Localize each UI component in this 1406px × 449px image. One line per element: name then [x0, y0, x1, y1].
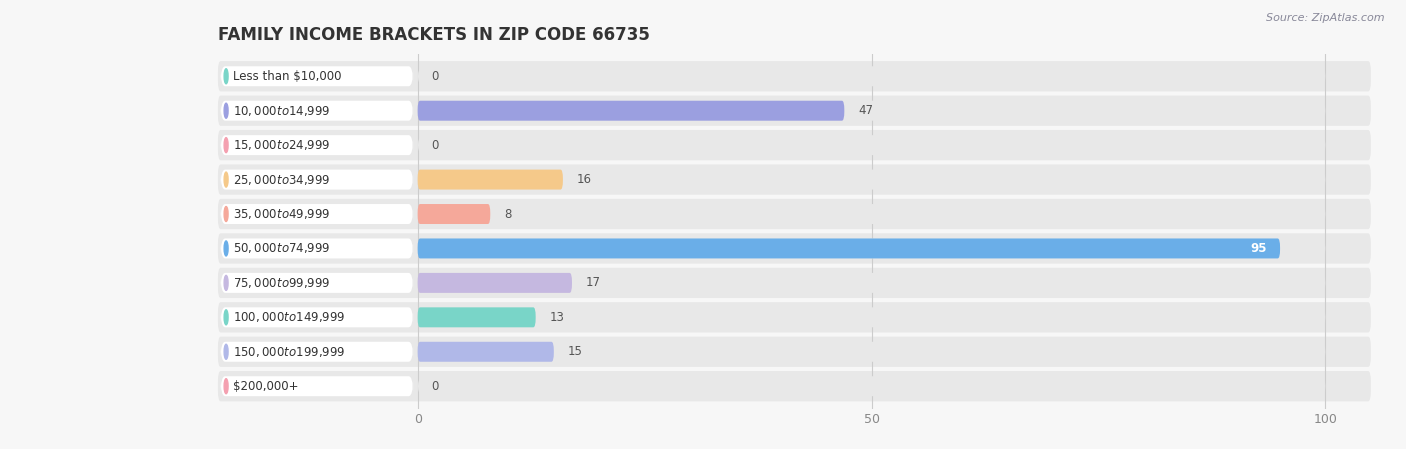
FancyBboxPatch shape [418, 273, 1326, 293]
FancyBboxPatch shape [218, 268, 1371, 298]
Text: $10,000 to $14,999: $10,000 to $14,999 [233, 104, 330, 118]
Circle shape [224, 275, 228, 291]
FancyBboxPatch shape [221, 204, 413, 224]
FancyBboxPatch shape [418, 66, 1326, 86]
Text: 17: 17 [585, 277, 600, 290]
Text: $100,000 to $149,999: $100,000 to $149,999 [233, 310, 346, 324]
Text: Source: ZipAtlas.com: Source: ZipAtlas.com [1267, 13, 1385, 23]
FancyBboxPatch shape [418, 238, 1279, 259]
FancyBboxPatch shape [221, 170, 413, 189]
FancyBboxPatch shape [418, 170, 562, 189]
FancyBboxPatch shape [221, 135, 413, 155]
FancyBboxPatch shape [218, 337, 1371, 367]
Circle shape [224, 69, 228, 84]
FancyBboxPatch shape [418, 170, 1326, 189]
Circle shape [224, 310, 228, 325]
Circle shape [224, 207, 228, 221]
FancyBboxPatch shape [418, 308, 1326, 327]
Text: 8: 8 [503, 207, 512, 220]
FancyBboxPatch shape [218, 130, 1371, 160]
FancyBboxPatch shape [221, 238, 413, 259]
Text: $35,000 to $49,999: $35,000 to $49,999 [233, 207, 330, 221]
FancyBboxPatch shape [418, 204, 491, 224]
Text: 0: 0 [432, 139, 439, 152]
Text: 0: 0 [432, 70, 439, 83]
Text: 95: 95 [1250, 242, 1267, 255]
Text: 0: 0 [432, 380, 439, 393]
Circle shape [224, 344, 228, 359]
Text: $25,000 to $34,999: $25,000 to $34,999 [233, 172, 330, 187]
FancyBboxPatch shape [218, 96, 1371, 126]
FancyBboxPatch shape [221, 273, 413, 293]
Text: Less than $10,000: Less than $10,000 [233, 70, 342, 83]
Text: $50,000 to $74,999: $50,000 to $74,999 [233, 242, 330, 255]
FancyBboxPatch shape [221, 66, 413, 86]
Text: 13: 13 [550, 311, 564, 324]
Circle shape [224, 172, 228, 187]
FancyBboxPatch shape [418, 101, 845, 121]
FancyBboxPatch shape [218, 164, 1371, 195]
Text: 16: 16 [576, 173, 592, 186]
FancyBboxPatch shape [418, 273, 572, 293]
FancyBboxPatch shape [218, 61, 1371, 92]
Text: FAMILY INCOME BRACKETS IN ZIP CODE 66735: FAMILY INCOME BRACKETS IN ZIP CODE 66735 [218, 26, 650, 44]
Circle shape [224, 103, 228, 118]
Text: 15: 15 [568, 345, 582, 358]
Text: $150,000 to $199,999: $150,000 to $199,999 [233, 345, 346, 359]
FancyBboxPatch shape [418, 204, 1326, 224]
FancyBboxPatch shape [418, 376, 1326, 396]
FancyBboxPatch shape [218, 302, 1371, 332]
Text: $75,000 to $99,999: $75,000 to $99,999 [233, 276, 330, 290]
Text: $200,000+: $200,000+ [233, 380, 299, 393]
FancyBboxPatch shape [218, 371, 1371, 401]
FancyBboxPatch shape [418, 342, 554, 362]
Text: 47: 47 [858, 104, 873, 117]
FancyBboxPatch shape [221, 342, 413, 362]
Text: $15,000 to $24,999: $15,000 to $24,999 [233, 138, 330, 152]
FancyBboxPatch shape [221, 101, 413, 121]
FancyBboxPatch shape [418, 238, 1326, 259]
FancyBboxPatch shape [418, 342, 1326, 362]
Circle shape [224, 241, 228, 256]
FancyBboxPatch shape [418, 135, 1326, 155]
FancyBboxPatch shape [218, 199, 1371, 229]
FancyBboxPatch shape [221, 308, 413, 327]
FancyBboxPatch shape [221, 376, 413, 396]
Circle shape [224, 379, 228, 394]
FancyBboxPatch shape [218, 233, 1371, 264]
Circle shape [224, 138, 228, 153]
FancyBboxPatch shape [418, 308, 536, 327]
FancyBboxPatch shape [418, 101, 1326, 121]
